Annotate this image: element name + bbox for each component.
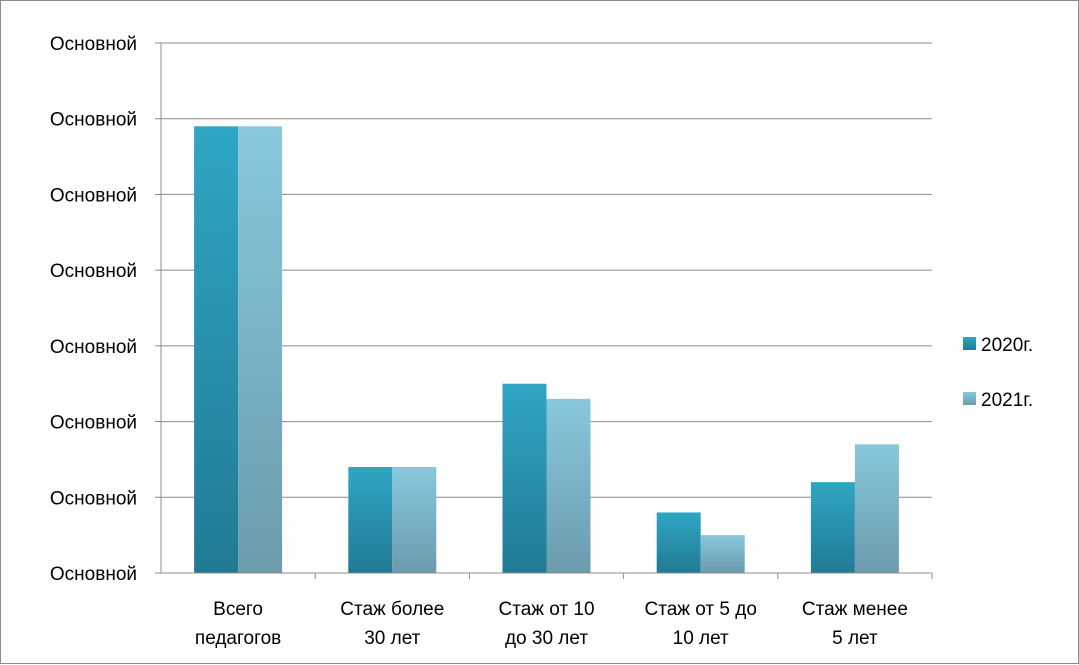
bar-series2 bbox=[854, 444, 899, 573]
bar-series2 bbox=[546, 398, 591, 573]
bar-series1 bbox=[348, 467, 393, 573]
bar-series1 bbox=[810, 482, 855, 573]
x-tick-label: педагогов bbox=[195, 628, 281, 649]
legend-label: 2020г. bbox=[981, 335, 1033, 356]
y-tick-label: Основной bbox=[50, 261, 137, 282]
x-tick-label: до 30 лет bbox=[505, 628, 588, 649]
y-tick-label: Основной bbox=[50, 337, 137, 358]
x-tick-label: 10 лет bbox=[673, 628, 729, 649]
y-tick-label: Основной bbox=[50, 488, 137, 509]
y-tick-label: Основной bbox=[50, 110, 137, 131]
x-tick-label: Всего bbox=[213, 599, 263, 620]
legend-swatch bbox=[963, 337, 976, 350]
legend-swatch bbox=[963, 392, 976, 405]
y-tick-label: Основной bbox=[50, 413, 137, 434]
x-tick-label: Стаж более bbox=[340, 599, 444, 620]
bars bbox=[194, 126, 899, 574]
gridlines bbox=[161, 42, 932, 498]
y-tick-label: Основной bbox=[50, 34, 137, 55]
y-tick-labels: Основной Основной Основной Основной Основной… bbox=[50, 34, 137, 585]
bar-series1 bbox=[656, 512, 701, 573]
legend: 2020г. 2021г. bbox=[963, 335, 1033, 411]
y-tick-label: Основной bbox=[50, 564, 137, 585]
bar-series1 bbox=[194, 126, 239, 574]
axes bbox=[155, 42, 933, 579]
bar-series2 bbox=[392, 467, 437, 573]
x-tick-labels: Всего педагогов Стаж более 30 лет Стаж от 10… bbox=[195, 599, 908, 649]
x-tick-label: Стаж менее bbox=[802, 599, 908, 620]
x-tick-label: Стаж от 5 до bbox=[644, 599, 756, 620]
bar-series2 bbox=[238, 126, 283, 574]
bar-series2 bbox=[700, 535, 745, 573]
x-tick-label: 5 лет bbox=[832, 628, 878, 649]
x-tick-label: Стаж от 10 bbox=[498, 599, 594, 620]
x-tick-label: 30 лет bbox=[364, 628, 420, 649]
legend-label: 2021г. bbox=[981, 390, 1033, 411]
bar-series1 bbox=[502, 383, 547, 573]
y-tick-label: Основной bbox=[50, 185, 137, 206]
